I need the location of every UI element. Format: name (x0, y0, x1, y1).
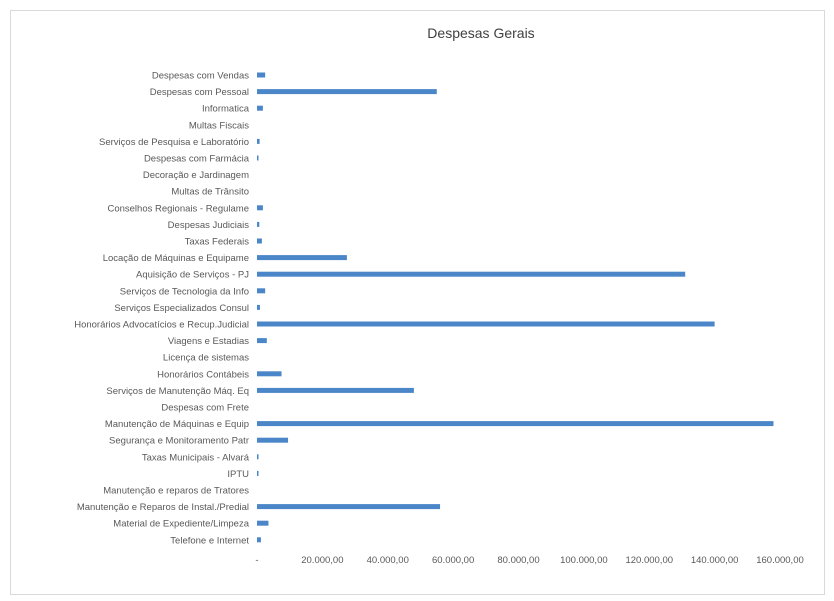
category-label: Serviços de Manutenção Máq. Eq (106, 386, 249, 397)
category-label: Decoração e Jardinagem (143, 170, 249, 181)
category-label: Despesas com Pessoal (150, 87, 249, 98)
bar (257, 520, 269, 526)
x-axis-ticks: - 20.000,00 40.000,00 60.000,00 80.000,00 100… (255, 555, 803, 566)
bar (257, 89, 437, 95)
bar (257, 105, 263, 111)
category-label: Material de Expediente/Limpeza (113, 519, 249, 530)
bar (257, 304, 260, 310)
x-tick-label: 60.000,00 (432, 555, 474, 566)
category-label: Taxas Federais (185, 237, 250, 248)
category-label: Viagens e Estadias (168, 336, 249, 347)
category-label: Informatica (202, 104, 250, 115)
bar (257, 454, 259, 460)
category-label: Despesas com Vendas (152, 71, 249, 82)
category-label: Aquisição de Serviços - PJ (136, 270, 249, 281)
bar (257, 470, 259, 476)
category-labels: Despesas com Vendas Despesas com Pessoal I… (74, 71, 250, 547)
bar (257, 255, 347, 261)
category-label: Licença de sistemas (163, 353, 249, 364)
category-label: Honorários Contábeis (157, 369, 249, 380)
x-tick-label: 140.000,00 (691, 555, 739, 566)
category-label: Manutenção e reparos de Tratores (103, 486, 249, 497)
bar (257, 338, 267, 344)
x-tick-label: 40.000,00 (367, 555, 409, 566)
bar (257, 238, 262, 244)
category-label: Conselhos Regionais - Regulame (107, 203, 249, 214)
bar (257, 221, 260, 227)
bar (257, 138, 260, 144)
category-label: IPTU (227, 469, 249, 480)
category-label: Manutenção e Reparos de Instal./Predial (77, 502, 249, 513)
category-label: Serviços Especializados Consul (114, 303, 249, 314)
category-label: Despesas Judiciais (168, 220, 250, 231)
x-tick-label: 20.000,00 (301, 555, 343, 566)
category-label: Serviços de Pesquisa e Laboratório (99, 137, 249, 148)
category-label: Locação de Máquinas e Equipame (103, 253, 249, 264)
bar (257, 421, 774, 427)
category-label: Despesas com Farmácia (144, 154, 250, 165)
x-tick-label: 100.000,00 (560, 555, 608, 566)
x-tick-label: 120.000,00 (625, 555, 673, 566)
category-label: Segurança e Monitoramento Patr (109, 436, 249, 447)
bar (257, 72, 266, 78)
chart-title: Despesas Gerais (427, 25, 534, 41)
bar-chart: Despesas Gerais Despesas com VendasDespe… (74, 25, 804, 566)
bar (257, 205, 263, 211)
bar (257, 504, 441, 510)
category-label: Manutenção de Máquinas e Equip (105, 419, 249, 430)
category-label: Multas Fiscais (189, 120, 249, 131)
bar (257, 371, 282, 377)
category-label: Honorários Advocatícios e Recup.Judicial (74, 320, 249, 331)
category-label: Multas de Trânsito (171, 187, 249, 198)
category-label: Telefone e Internet (170, 535, 249, 546)
category-label: Despesas com Frete (161, 403, 249, 414)
bar (257, 537, 261, 543)
chart-frame: Despesas Gerais Despesas com Vendas Despe… (10, 10, 825, 595)
x-tick-label: 160.000,00 (756, 555, 804, 566)
bar (257, 271, 686, 277)
x-tick-label: 80.000,00 (497, 555, 539, 566)
bars-group (257, 72, 774, 543)
bar (257, 437, 289, 443)
bar (257, 387, 414, 393)
category-label: Taxas Municipais - Alvará (142, 452, 250, 463)
bar (257, 288, 266, 294)
category-label: Serviços de Tecnologia da Info (120, 286, 249, 297)
x-tick-label: - (255, 555, 258, 566)
bar (257, 155, 259, 161)
bar (257, 321, 715, 327)
